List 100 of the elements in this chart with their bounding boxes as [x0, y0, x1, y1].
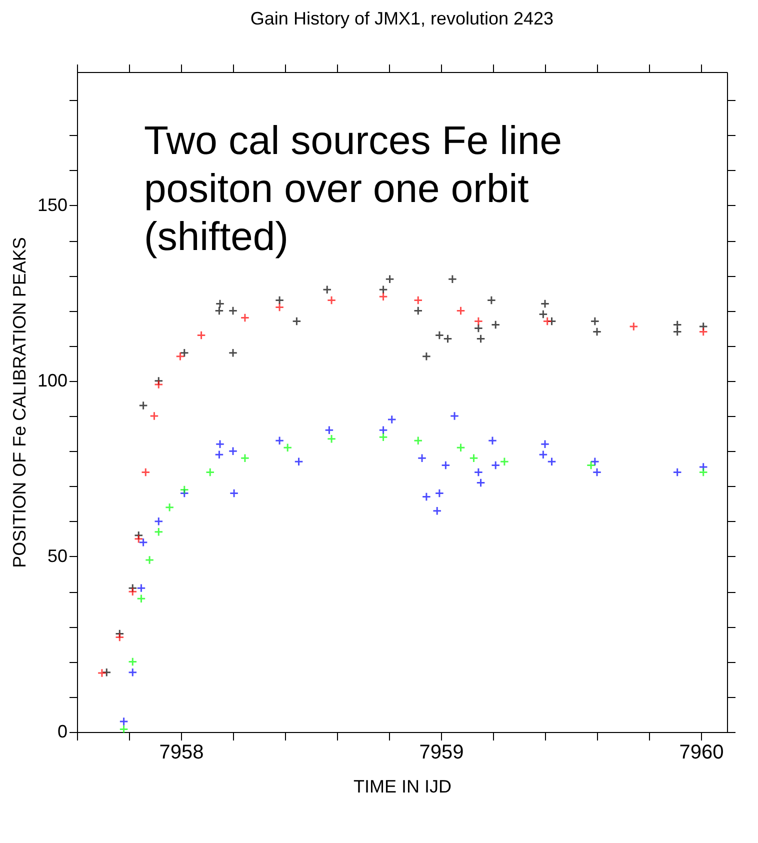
point: [326, 296, 336, 305]
point: [229, 488, 239, 498]
point: [422, 352, 432, 361]
y-tick-label: 50: [47, 546, 68, 566]
point: [592, 468, 602, 477]
point: [128, 586, 138, 596]
point: [180, 485, 190, 494]
point: [176, 352, 185, 361]
point: [214, 306, 224, 316]
point: [434, 488, 444, 498]
y-axis-title: POSITION OF Fe CALIBRATION PEAKS: [9, 237, 30, 568]
point: [141, 468, 150, 477]
point: [138, 400, 148, 410]
point: [144, 555, 154, 565]
point: [500, 457, 510, 466]
point: [134, 534, 144, 544]
point: [378, 425, 388, 435]
point: [586, 460, 596, 470]
point: [387, 414, 396, 424]
point: [443, 334, 452, 344]
x-tick-label: 7958: [159, 742, 204, 764]
point: [476, 478, 486, 488]
point: [456, 306, 466, 316]
point: [490, 320, 500, 330]
y-tick-label: 100: [37, 370, 68, 390]
point: [698, 327, 708, 336]
point: [214, 450, 224, 460]
point: [490, 460, 500, 470]
point: [417, 454, 427, 463]
point: [413, 306, 423, 316]
point: [474, 324, 484, 333]
chart-title: Gain History of JMX1, revolution 2423: [250, 8, 554, 28]
point: [542, 316, 552, 326]
point: [119, 716, 128, 726]
point: [136, 594, 146, 604]
point: [138, 538, 148, 548]
x-tick-label: 7960: [679, 742, 724, 764]
point: [115, 632, 124, 642]
point: [486, 296, 496, 305]
point: [672, 320, 682, 330]
point: [378, 432, 388, 442]
point: [240, 313, 250, 322]
point: [474, 316, 484, 326]
point: [540, 299, 550, 308]
point: [154, 380, 164, 390]
point: [540, 440, 550, 449]
point: [450, 411, 460, 421]
point: [292, 316, 302, 326]
point: [629, 322, 638, 332]
point: [294, 457, 304, 466]
point: [205, 468, 215, 477]
point: [119, 724, 128, 734]
point: [474, 468, 484, 477]
point: [448, 274, 458, 284]
point: [128, 668, 138, 677]
point: [476, 334, 486, 344]
point: [672, 468, 682, 477]
point: [378, 285, 388, 294]
point: [128, 657, 138, 666]
y-tick-label: 150: [37, 194, 68, 215]
point: [488, 436, 498, 446]
point: [215, 440, 225, 449]
point: [136, 583, 146, 593]
point: [592, 327, 602, 336]
point: [196, 330, 206, 340]
point: [590, 316, 600, 326]
point: [590, 457, 600, 466]
point: [385, 274, 394, 284]
point: [469, 454, 478, 463]
point: [547, 457, 556, 466]
point: [102, 668, 112, 677]
point: [538, 450, 548, 460]
point: [240, 454, 250, 463]
point: [274, 296, 284, 305]
point: [180, 348, 190, 358]
point: [150, 411, 159, 421]
point: [322, 285, 332, 294]
x-axis-title: TIME IN IJD: [354, 776, 452, 796]
point: [215, 299, 225, 308]
x-tick-label: 7959: [419, 742, 464, 764]
point: [326, 434, 336, 444]
point: [154, 516, 164, 526]
point: [228, 306, 238, 316]
point: [154, 527, 164, 537]
point: [378, 292, 388, 302]
point: [228, 446, 238, 456]
y-tick-label: 0: [57, 722, 68, 742]
point: [456, 443, 466, 452]
point: [432, 506, 442, 516]
point: [274, 302, 284, 312]
point: [434, 330, 444, 340]
point: [164, 502, 174, 512]
point: [274, 436, 284, 446]
point: [324, 425, 334, 435]
point: [441, 460, 450, 470]
point: [228, 348, 238, 358]
point: [97, 668, 107, 678]
point: [422, 492, 432, 502]
point: [282, 443, 292, 452]
point: [698, 468, 708, 477]
